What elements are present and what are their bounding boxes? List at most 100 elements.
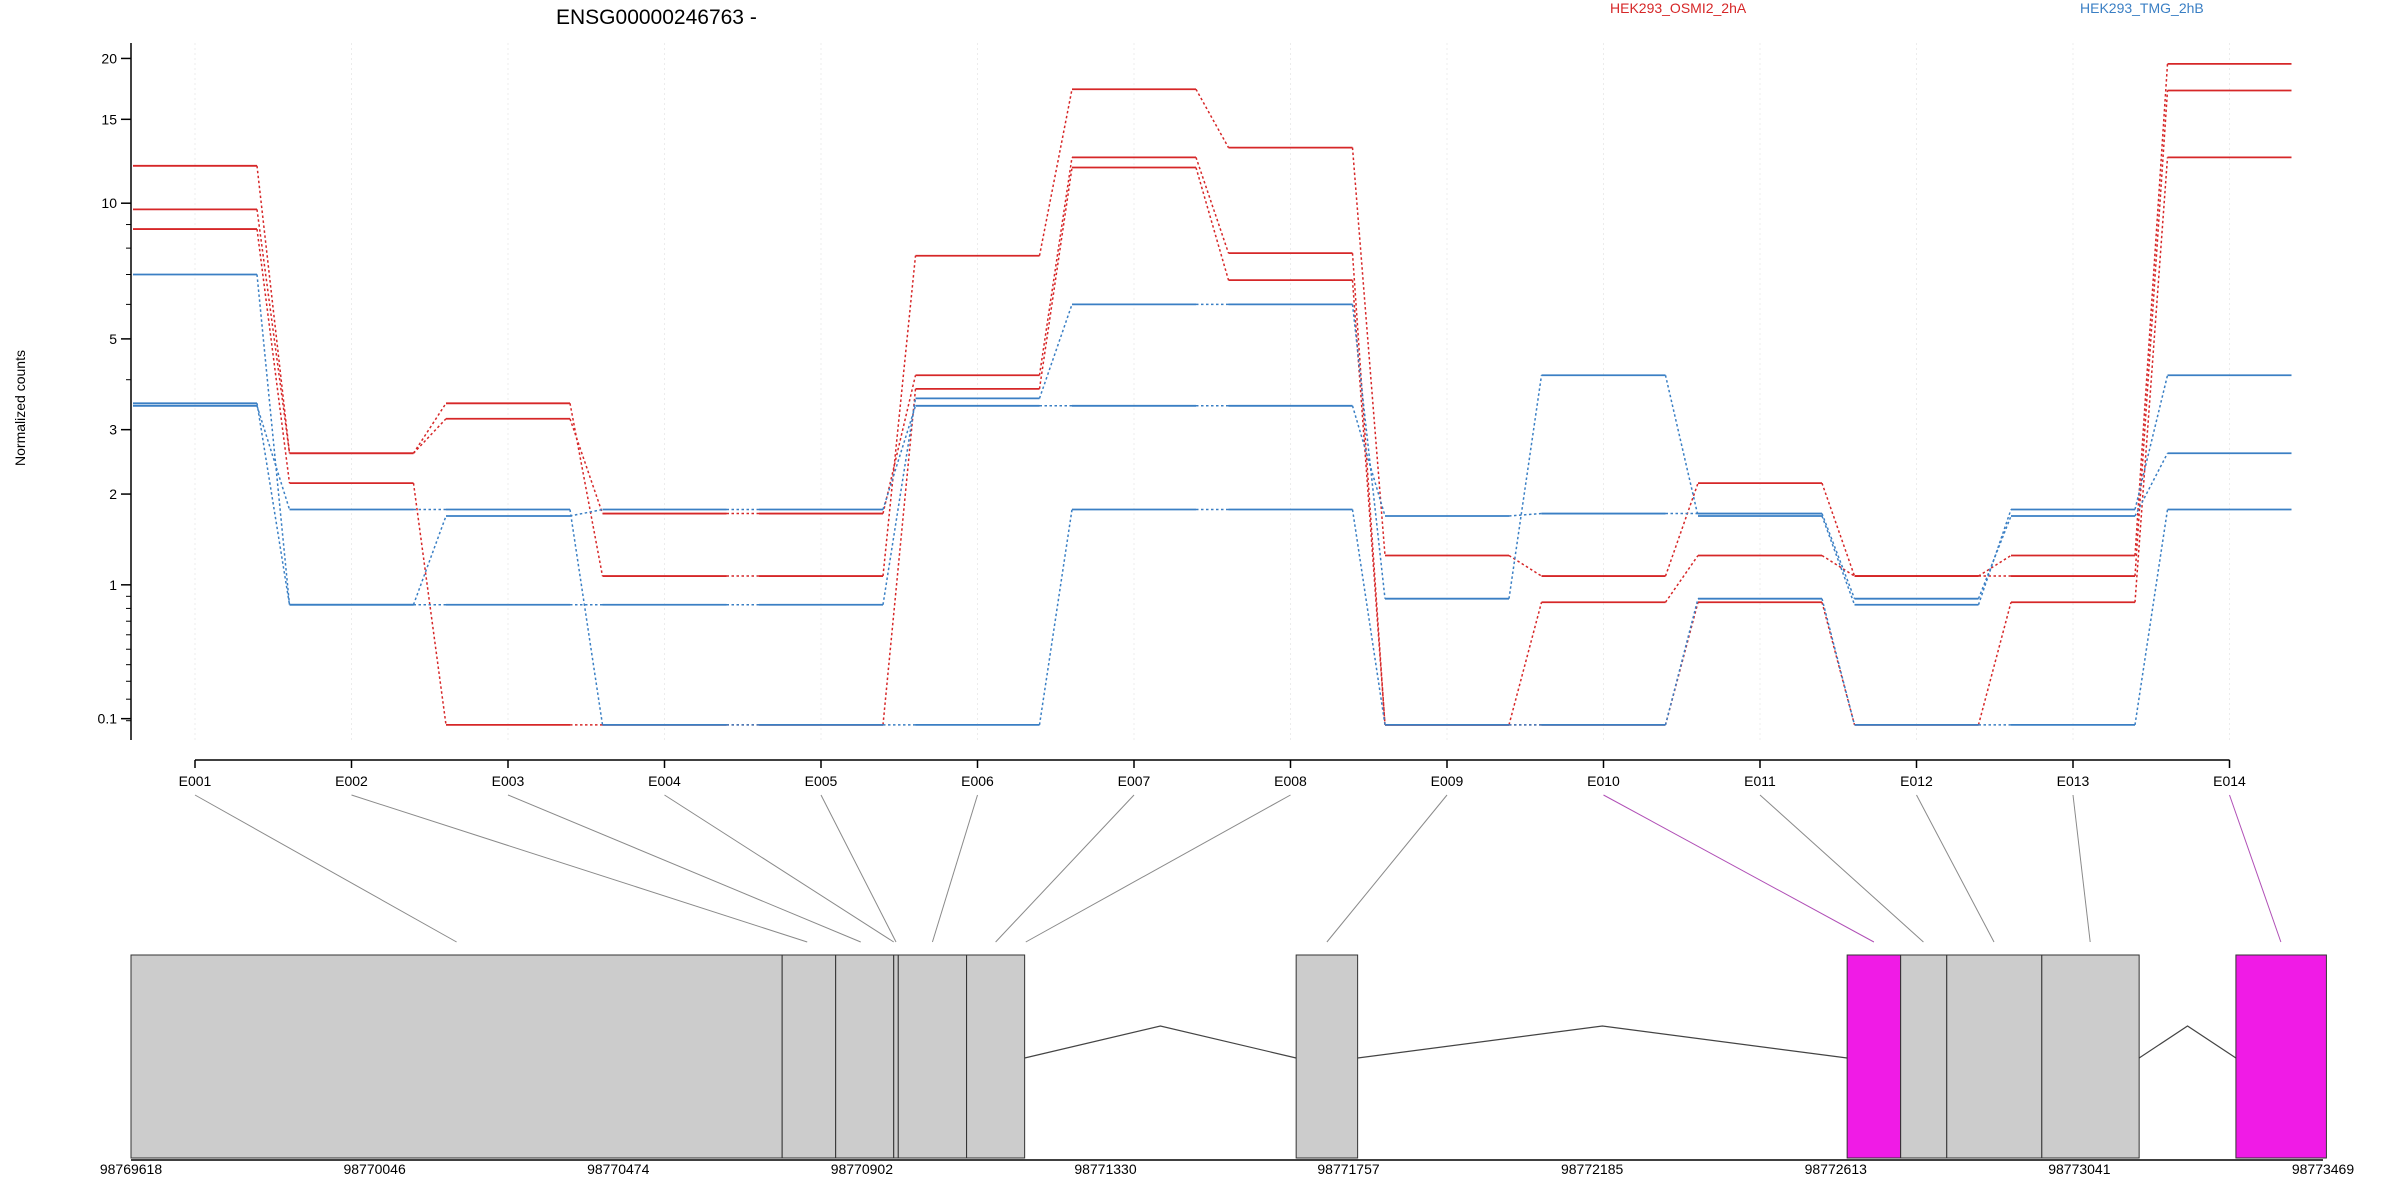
genomic-tick-label: 98771757 [1317, 1161, 1380, 1177]
genomic-tick-label: 98769618 [100, 1161, 163, 1177]
series-transition [1508, 602, 1543, 726]
series-transition [256, 274, 291, 605]
exon-block [1295, 954, 1359, 1159]
genomic-tick-label: 98771330 [1074, 1161, 1137, 1177]
series-transition [882, 375, 917, 514]
series-transition [1821, 482, 1856, 577]
x-tick-label: E009 [1431, 773, 1464, 789]
y-tick-label: 15 [101, 111, 117, 127]
exon-block [893, 954, 899, 1159]
bin-connector-E004 [664, 794, 895, 943]
y-tick-label: 0.1 [98, 711, 118, 727]
x-tick-label: E002 [335, 773, 368, 789]
x-tick-label: E007 [1118, 773, 1151, 789]
genomic-tick-label: 98773041 [2048, 1161, 2111, 1177]
genomic-tick-label: 98770046 [343, 1161, 406, 1177]
series-transition [1664, 375, 1699, 517]
bin-connector-E010 [1603, 794, 1875, 943]
bin-connector-E001 [194, 794, 457, 943]
series-transition [2134, 452, 2169, 517]
genomic-tick-label: 98772613 [1805, 1161, 1868, 1177]
exon-block [2041, 954, 2140, 1159]
x-tick-label: E014 [2213, 773, 2246, 789]
series-transition [1351, 147, 1386, 556]
exon-block [130, 954, 783, 1159]
bin-connector-E007 [995, 794, 1135, 943]
series-transition [2134, 509, 2169, 725]
bin-connector-E009 [1326, 794, 1448, 943]
axes: 0.1 1 2 3 5 10 15 20 E001 E002 E003 E004 E005 E006 E00… [98, 43, 2246, 789]
series-transition [1351, 304, 1386, 599]
series-transition [1351, 405, 1386, 517]
series-transition [1821, 554, 1855, 577]
exon-block [1900, 954, 1948, 1159]
series-transition [1821, 513, 1856, 599]
series-transition [1038, 167, 1073, 389]
intron-line [1357, 1025, 1848, 1059]
genomic-tick-label: 98773469 [2292, 1161, 2355, 1177]
series-transition [882, 405, 917, 510]
x-tick-label: E012 [1900, 773, 1933, 789]
bin-connector-E002 [351, 794, 808, 943]
y-tick-label: 5 [109, 331, 117, 347]
series-HEK293_TMG_2hB [133, 404, 2292, 726]
x-tick-label: E001 [179, 773, 212, 789]
series-transition [1821, 602, 1856, 726]
bin-connector-E011 [1759, 794, 1924, 943]
series-transition [1821, 515, 1856, 605]
intron-line [2138, 1025, 2237, 1059]
intron-line [1024, 1025, 1297, 1059]
series-transition [1664, 482, 1699, 577]
series-transition [1351, 253, 1386, 725]
x-tick-label: E010 [1587, 773, 1620, 789]
series-transition [1664, 598, 1699, 726]
series-HEK293_TMG_2hB [133, 402, 2292, 606]
series-transition [2134, 375, 2169, 510]
series-HEK293_OSMI2_2hA [133, 89, 2292, 726]
series-transition [1821, 598, 1856, 726]
bin-connector-E006 [931, 794, 978, 943]
bin-connector-E014 [2229, 794, 2282, 943]
exon-block [1846, 954, 1902, 1159]
exon-block [835, 954, 895, 1159]
series-transition [1664, 555, 1699, 603]
series-transition [256, 405, 291, 510]
genomic-tick-label: 98772185 [1561, 1161, 1624, 1177]
x-tick-label: E006 [961, 773, 994, 789]
x-tick-label: E008 [1274, 773, 1307, 789]
bin-connector-E012 [1916, 794, 1995, 943]
x-tick-label: E013 [2057, 773, 2090, 789]
bin-connector-E008 [1025, 794, 1291, 943]
series-transition [1038, 89, 1073, 256]
series-transition [2134, 157, 2169, 603]
series-HEK293_OSMI2_2hA [133, 156, 2292, 726]
exon-block [897, 954, 968, 1159]
series-transition [1351, 509, 1386, 725]
series-transition [1508, 512, 1542, 517]
series-transition [2134, 90, 2169, 577]
series-transition [1195, 88, 1230, 148]
x-tick-label: E005 [805, 773, 838, 789]
y-tick-label: 20 [101, 50, 117, 66]
legend-label-tmg: HEK293_TMG_2hB [2080, 0, 2204, 16]
y-tick-label: 1 [109, 577, 117, 593]
series-transition [1977, 509, 2012, 605]
series-transition [569, 509, 604, 725]
x-tick-label: E003 [492, 773, 525, 789]
vertical-grid [194, 43, 2230, 742]
y-axis-label: Normalized counts [12, 350, 28, 466]
exon-block [1946, 954, 2043, 1159]
chart-title: ENSG00000246763 - [556, 6, 757, 29]
exon-block [966, 954, 1026, 1159]
series-transition [1038, 157, 1073, 376]
series-lines [133, 62, 2292, 726]
series-transition [882, 255, 917, 577]
genomic-tick-label: 98770474 [587, 1161, 650, 1177]
series-transition [569, 418, 604, 514]
series-transition [569, 403, 604, 577]
series-transition [1978, 554, 2012, 577]
legend-label-osmi: HEK293_OSMI2_2hA [1610, 0, 1747, 16]
bin-connector-E005 [820, 794, 897, 943]
series-transition [256, 209, 291, 454]
bin-connector-lines [194, 794, 2282, 943]
